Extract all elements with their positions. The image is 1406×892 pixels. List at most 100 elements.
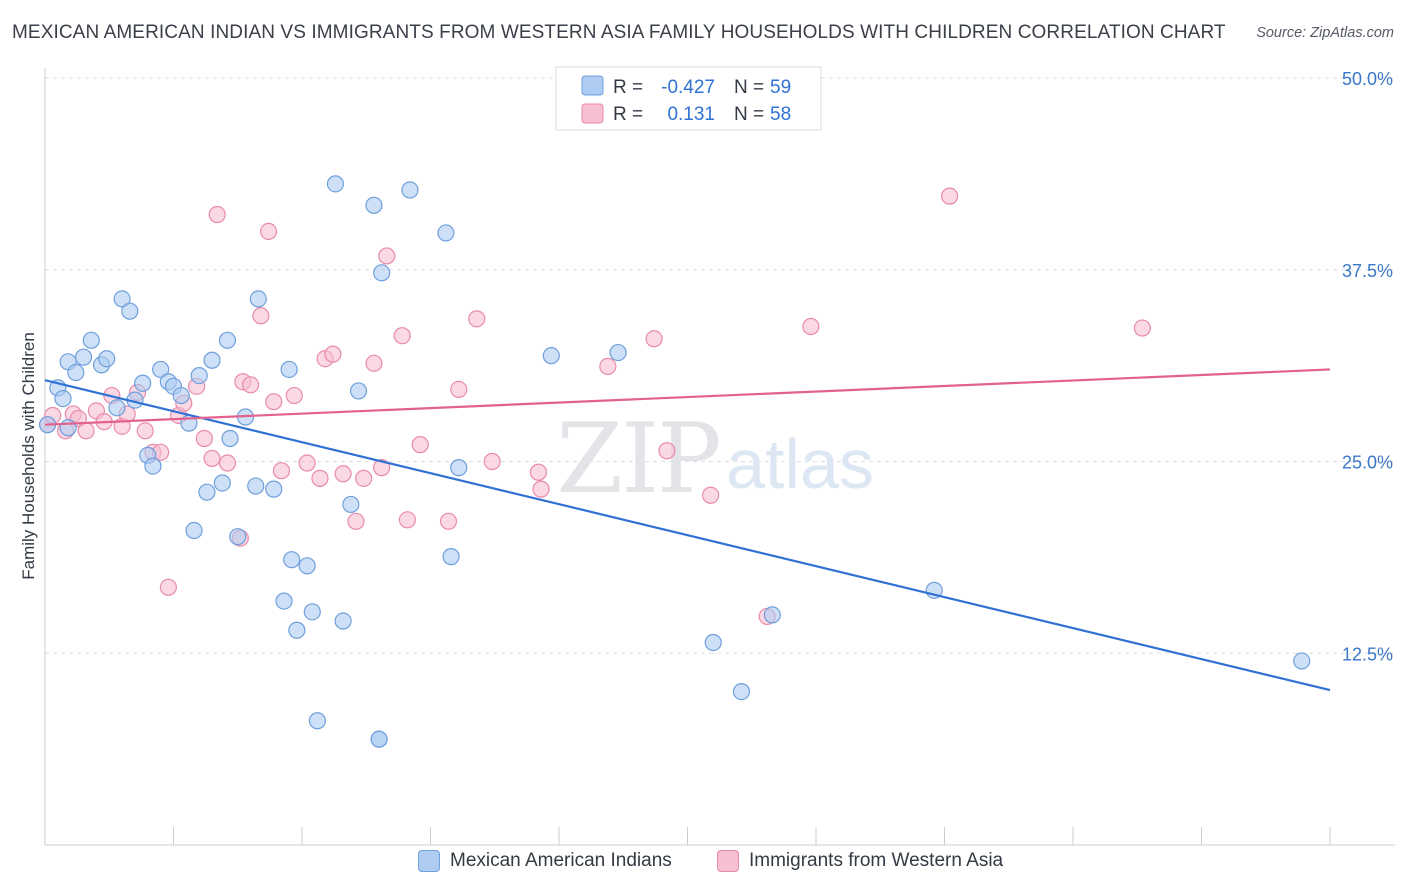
blue-point bbox=[373, 264, 391, 282]
legend-label-immigrants-western-asia: Immigrants from Western Asia bbox=[749, 850, 1004, 871]
pink-point bbox=[334, 465, 352, 483]
blue-point bbox=[704, 633, 722, 652]
y-tick-label: 12.5% bbox=[1342, 644, 1393, 664]
blue-point bbox=[203, 351, 221, 369]
pink-point bbox=[658, 442, 676, 460]
blue-point bbox=[98, 350, 116, 368]
pink-point bbox=[468, 310, 486, 328]
blue-point bbox=[152, 360, 170, 379]
legend-swatch-pink bbox=[717, 850, 739, 872]
pink-point bbox=[393, 327, 411, 345]
blue-point bbox=[185, 521, 203, 540]
pink-point bbox=[265, 393, 283, 411]
pink-point bbox=[252, 307, 270, 325]
blue-point bbox=[113, 290, 131, 308]
series-mexican-american-indians bbox=[38, 175, 1311, 748]
pink-point bbox=[378, 247, 396, 265]
legend-item-immigrants-western-asia[interactable]: Immigrants from Western Asia bbox=[717, 850, 1003, 872]
source-credit: Source: ZipAtlas.com bbox=[1256, 25, 1394, 41]
stats-r-label-2: R = bbox=[613, 104, 643, 125]
pink-point bbox=[259, 222, 278, 240]
blue-point bbox=[275, 592, 293, 610]
blue-point bbox=[213, 474, 231, 492]
pink-point bbox=[398, 511, 416, 529]
pink-point bbox=[411, 436, 429, 454]
blue-point bbox=[542, 347, 560, 365]
blue-point bbox=[365, 196, 383, 214]
blue-point bbox=[326, 175, 345, 193]
blue-point bbox=[190, 366, 208, 385]
pink-point bbox=[159, 578, 177, 596]
pink-point bbox=[195, 429, 213, 448]
pink-point bbox=[365, 354, 383, 372]
blue-point bbox=[308, 712, 327, 730]
blue-point bbox=[67, 363, 85, 382]
blue-point bbox=[218, 331, 237, 349]
y-axis-label: Family Households with Children bbox=[19, 332, 38, 580]
pink-point bbox=[311, 469, 329, 487]
blue-point bbox=[763, 606, 781, 624]
pink-point bbox=[347, 512, 365, 530]
series-legend: Mexican American Indians Immigrants from… bbox=[0, 850, 1406, 880]
blue-point bbox=[265, 480, 283, 498]
blue-point bbox=[229, 528, 247, 546]
blue-point bbox=[609, 343, 627, 362]
blue-point bbox=[303, 603, 321, 621]
pink-point bbox=[1133, 319, 1151, 337]
trend-line-blue bbox=[44, 379, 1331, 692]
legend-label-mexican-american-indians: Mexican American Indians bbox=[450, 850, 672, 871]
pink-point bbox=[298, 454, 316, 472]
pink-point bbox=[483, 452, 501, 471]
blue-point bbox=[442, 548, 460, 566]
trend-lines bbox=[44, 368, 1331, 692]
stats-n-value-2: 58 bbox=[770, 104, 791, 125]
pink-point bbox=[941, 187, 959, 205]
pink-point bbox=[373, 459, 391, 477]
blue-point bbox=[121, 302, 139, 320]
blue-point bbox=[134, 374, 152, 392]
tick-labels: 12.5%25.0%37.5%50.0%0.0%50.0% bbox=[1342, 69, 1393, 664]
pink-point bbox=[272, 462, 291, 480]
stats-swatch-pink bbox=[581, 103, 604, 124]
blue-point bbox=[54, 390, 72, 408]
pink-point bbox=[599, 357, 617, 375]
stats-legend: R = -0.427 N = 59 R = 0.131 N = 58 bbox=[555, 66, 822, 131]
watermark-zip: ZIP bbox=[556, 403, 719, 515]
scatter-plot: ZIP atlas 12.5%25.0%37.5%50.0%0.0%50.0% … bbox=[19, 66, 1395, 846]
pink-point bbox=[529, 463, 548, 481]
gridlines bbox=[45, 77, 1395, 654]
blue-point bbox=[342, 495, 360, 514]
y-tick-label: 37.5% bbox=[1342, 261, 1393, 281]
pink-point bbox=[439, 512, 458, 530]
blue-point bbox=[74, 348, 93, 366]
watermark: ZIP atlas bbox=[556, 403, 874, 515]
blue-point bbox=[108, 399, 126, 417]
pink-point bbox=[285, 386, 303, 405]
blue-point bbox=[249, 290, 267, 308]
legend-item-mexican-american-indians[interactable]: Mexican American Indians bbox=[418, 850, 672, 872]
blue-point bbox=[732, 682, 751, 701]
trend-line-pink bbox=[44, 368, 1331, 426]
blue-point bbox=[221, 429, 239, 448]
blue-point bbox=[370, 730, 388, 748]
watermark-atlas: atlas bbox=[726, 425, 874, 503]
blue-point bbox=[437, 224, 455, 242]
axes bbox=[44, 68, 1395, 846]
blue-point bbox=[1293, 652, 1311, 670]
y-tick-label: 50.0% bbox=[1342, 69, 1393, 89]
blue-point bbox=[283, 551, 301, 569]
blue-point bbox=[247, 477, 265, 495]
chart-title: MEXICAN AMERICAN INDIAN VS IMMIGRANTS FR… bbox=[12, 22, 1226, 43]
pink-point bbox=[208, 205, 226, 224]
stats-r-label-1: R = bbox=[613, 77, 643, 98]
pink-point bbox=[450, 380, 468, 399]
pink-point bbox=[203, 449, 221, 468]
blue-point bbox=[334, 612, 352, 630]
pink-point bbox=[802, 317, 820, 336]
pink-point bbox=[136, 422, 154, 440]
blue-point bbox=[288, 621, 306, 639]
blue-point bbox=[349, 382, 368, 400]
pink-point bbox=[355, 469, 373, 487]
blue-point bbox=[450, 459, 468, 477]
blue-point bbox=[82, 331, 100, 349]
